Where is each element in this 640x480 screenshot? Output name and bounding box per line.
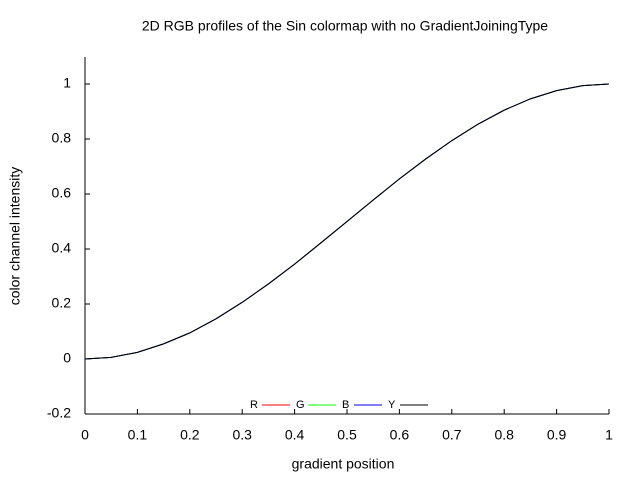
x-tick-label: 0 [81, 427, 89, 443]
legend-label: B [342, 399, 349, 411]
y-tick-label: 0.8 [52, 130, 72, 146]
x-tick-label: 0.8 [494, 427, 514, 443]
y-tick-label: 0.6 [52, 185, 72, 201]
x-tick-label: 0.1 [128, 427, 148, 443]
x-tick-label: 0.7 [442, 427, 462, 443]
y-tick-label: 0.4 [52, 240, 72, 256]
x-tick-label: 0.3 [232, 427, 252, 443]
y-tick-label: 0 [63, 350, 71, 366]
x-tick-label: 1 [605, 427, 613, 443]
series-line [84, 83, 610, 360]
y-tick-label: 0.2 [52, 295, 72, 311]
x-tick-label: 0.2 [180, 427, 200, 443]
legend-label: G [296, 399, 305, 411]
x-tick-label: 0.5 [337, 427, 357, 443]
x-axis-label: gradient position [292, 456, 395, 472]
y-axis-label: color channel intensity [7, 167, 23, 306]
y-tick-label: 1 [63, 75, 71, 91]
x-tick-label: 0.4 [285, 427, 305, 443]
chart-title: 2D RGB profiles of the Sin colormap with… [142, 18, 548, 34]
x-tick-label: 0.9 [547, 427, 567, 443]
legend-label: R [250, 399, 258, 411]
x-tick-label: 0.6 [390, 427, 410, 443]
legend-label: Y [388, 399, 396, 411]
y-tick-label: -0.2 [47, 405, 71, 421]
